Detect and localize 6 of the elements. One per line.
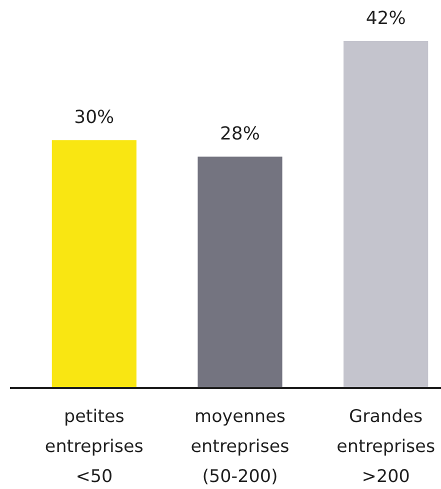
x-tick-label: petites entreprises <50 <box>44 407 144 487</box>
x-tick-label: Grandes entreprises >200 <box>336 407 436 487</box>
data-label: 30% <box>74 107 114 128</box>
data-label: 28% <box>220 124 260 145</box>
data-label: 42% <box>366 8 406 29</box>
x-tick-label: moyennes entreprises (50-200) <box>190 407 290 487</box>
